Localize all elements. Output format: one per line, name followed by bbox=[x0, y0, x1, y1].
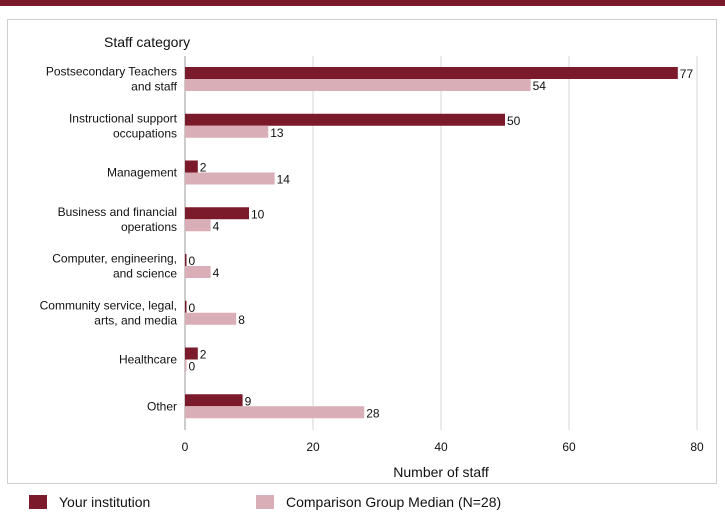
bar-comparison-group bbox=[185, 125, 269, 138]
data-label: 14 bbox=[277, 173, 291, 187]
bar-your-institution bbox=[185, 254, 187, 266]
data-label: 0 bbox=[189, 360, 196, 374]
bar-your-institution bbox=[185, 113, 505, 126]
x-tick-labels: 0 20 40 60 80 bbox=[182, 440, 704, 454]
bar-comparison-group bbox=[185, 359, 187, 372]
x-tick-label: 40 bbox=[434, 440, 448, 454]
category-label: and science bbox=[113, 267, 177, 281]
bar-your-institution bbox=[185, 300, 187, 313]
bar-comparison-group bbox=[185, 266, 211, 278]
x-tick-label: 80 bbox=[690, 440, 704, 454]
bar-comparison-group bbox=[185, 406, 365, 419]
category-label: Healthcare bbox=[119, 353, 177, 367]
chart-frame: Staff category 77 54 50 13 2 14 10 4 0 4 0 8 2 0 9 28 P… bbox=[7, 19, 717, 484]
legend-label-your-institution: Your institution bbox=[59, 494, 151, 510]
bar-comparison-group bbox=[185, 219, 211, 232]
gridlines bbox=[184, 56, 698, 430]
category-label: Postsecondary Teachers bbox=[46, 65, 177, 79]
top-accent-bar bbox=[0, 0, 725, 6]
bar-comparison-group bbox=[185, 312, 237, 325]
category-label: Management bbox=[107, 166, 178, 180]
bar-your-institution bbox=[185, 207, 249, 220]
category-label: occupations bbox=[113, 126, 177, 140]
data-label: 9 bbox=[245, 394, 252, 408]
bar-your-institution bbox=[185, 67, 678, 79]
category-label: Computer, engineering, bbox=[52, 252, 177, 266]
data-label: 0 bbox=[189, 301, 196, 315]
data-label: 50 bbox=[507, 114, 521, 128]
category-axis-title: Staff category bbox=[104, 34, 190, 50]
bar-comparison-group bbox=[185, 172, 275, 185]
legend-label-comparison-group: Comparison Group Median (N=28) bbox=[286, 494, 502, 510]
category-label: and staff bbox=[131, 80, 177, 94]
category-label: Business and financial bbox=[58, 205, 177, 219]
data-label: 4 bbox=[213, 219, 220, 233]
category-label: operations bbox=[121, 220, 177, 234]
category-label: Instructional support bbox=[69, 111, 178, 125]
category-label: Other bbox=[147, 399, 177, 413]
data-label: 13 bbox=[270, 126, 284, 140]
legend-swatch-your-institution bbox=[29, 495, 47, 509]
data-label: 10 bbox=[251, 207, 265, 221]
legend-item-your-institution: Your institution bbox=[29, 494, 150, 510]
data-label: 28 bbox=[366, 406, 380, 420]
x-tick-label: 20 bbox=[306, 440, 320, 454]
data-label: 54 bbox=[533, 79, 547, 93]
category-label: arts, and media bbox=[94, 313, 177, 327]
x-tick-label: 60 bbox=[562, 440, 576, 454]
legend-item-comparison-group: Comparison Group Median (N=28) bbox=[256, 494, 501, 510]
bar-your-institution bbox=[185, 394, 243, 407]
data-label: 77 bbox=[680, 67, 694, 81]
x-axis-title: Number of staff bbox=[393, 464, 489, 480]
category-label: Community service, legal, bbox=[40, 298, 177, 312]
legend-swatch-comparison-group bbox=[256, 495, 274, 509]
bar-comparison-group bbox=[185, 79, 531, 91]
data-label: 4 bbox=[213, 266, 220, 280]
data-label: 8 bbox=[238, 313, 245, 327]
data-label: 2 bbox=[200, 161, 207, 175]
data-label: 2 bbox=[200, 348, 207, 362]
bar-your-institution bbox=[185, 160, 198, 173]
legend: Your institution Comparison Group Median… bbox=[0, 492, 725, 516]
data-label: 0 bbox=[189, 254, 196, 268]
bar-your-institution bbox=[185, 347, 198, 360]
x-tick-label: 0 bbox=[182, 440, 189, 454]
